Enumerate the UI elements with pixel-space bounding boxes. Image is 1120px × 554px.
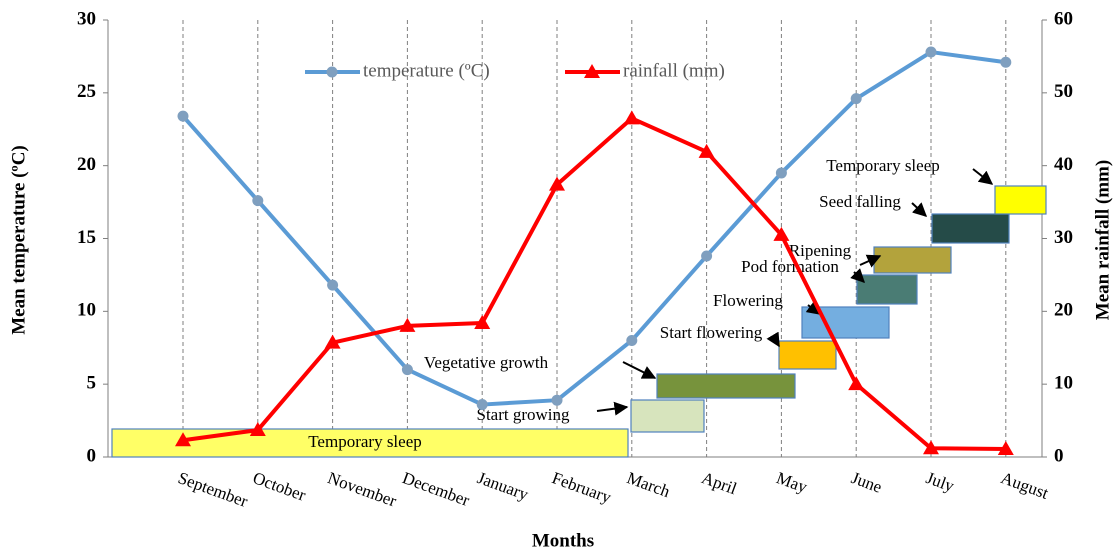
- stage-label: Pod formation: [741, 257, 839, 276]
- series-line: [182, 116, 1006, 451]
- x-tick-label: April: [699, 468, 739, 498]
- series-marker: [626, 334, 638, 346]
- y-tick-label: 5: [87, 373, 97, 394]
- x-tick-label: January: [475, 468, 532, 504]
- y-tick-label: 0: [87, 445, 97, 466]
- stage-label: Start growing: [476, 405, 570, 424]
- y-tick-label: 20: [77, 154, 96, 175]
- y-tick-label: 30: [77, 8, 96, 29]
- x-tick-label: October: [250, 468, 308, 505]
- x-tick-label: August: [998, 468, 1051, 503]
- series-marker: [401, 364, 413, 376]
- series-marker: [551, 394, 563, 406]
- stage-label: Start flowering: [660, 323, 763, 342]
- x-tick-label: June: [849, 468, 885, 497]
- series-marker: [997, 440, 1014, 455]
- legend-marker: [584, 64, 600, 78]
- stage-label: Temporary sleep: [826, 156, 940, 175]
- x-axis-title: Months: [532, 530, 594, 551]
- series-marker: [848, 376, 865, 391]
- series-marker: [623, 110, 640, 125]
- series-marker: [175, 432, 191, 447]
- x-tick-label: November: [325, 468, 399, 511]
- series-marker: [701, 250, 713, 262]
- series-marker: [324, 334, 341, 349]
- series-marker: [775, 167, 787, 179]
- stage-label: Vegetative growth: [424, 353, 549, 372]
- stage-arrow: [972, 168, 994, 185]
- series-marker: [850, 93, 862, 105]
- stage-box: [873, 246, 952, 274]
- stage-label: Flowering: [713, 291, 783, 310]
- series-marker: [773, 226, 790, 241]
- stage-box: [994, 185, 1047, 215]
- series-marker: [327, 279, 339, 291]
- x-tick-label: February: [550, 468, 615, 507]
- series-marker: [474, 314, 491, 329]
- legend-label: temperature (ºC): [363, 60, 490, 81]
- y2-tick-label: 10: [1054, 373, 1073, 394]
- series-marker: [252, 195, 264, 207]
- stage-arrow: [622, 361, 657, 379]
- y2-tick-label: 20: [1054, 300, 1073, 321]
- y2-tick-label: 50: [1054, 81, 1073, 102]
- y2-tick-label: 40: [1054, 154, 1073, 175]
- stage-box: [630, 399, 705, 433]
- legend-marker: [326, 66, 338, 78]
- stage-label: Temporary sleep: [308, 432, 422, 451]
- x-tick-label: May: [774, 468, 810, 497]
- series-marker: [476, 399, 488, 411]
- series-line: [181, 50, 1007, 407]
- x-tick-label: September: [176, 468, 251, 511]
- series-marker: [177, 110, 189, 122]
- x-tick-label: March: [624, 468, 673, 501]
- series-marker: [1000, 56, 1012, 68]
- y2-axis-title: Mean rainfall (mm): [1092, 160, 1113, 320]
- stage-arrow: [911, 202, 928, 217]
- y-tick-label: 10: [77, 300, 96, 321]
- stage-box: [778, 340, 837, 370]
- y2-tick-label: 60: [1054, 8, 1073, 29]
- stage-arrow: [805, 300, 822, 315]
- y-axis-title: Mean temperature (ºC): [8, 145, 29, 335]
- series-marker: [923, 440, 939, 455]
- y2-tick-label: 30: [1054, 227, 1073, 248]
- stage-box: [801, 306, 890, 339]
- stage-label: Ripening: [789, 241, 852, 260]
- stage-box: [656, 373, 796, 399]
- y-tick-label: 25: [77, 81, 96, 102]
- stage-arrow: [850, 268, 865, 283]
- series-marker: [249, 422, 266, 437]
- stage-box: [931, 213, 1010, 244]
- series-marker: [399, 317, 416, 332]
- y-tick-label: 15: [77, 227, 96, 248]
- stage-arrow: [596, 401, 629, 416]
- x-tick-label: July: [924, 468, 958, 496]
- stage-arrow: [859, 254, 882, 268]
- stage-label: Seed falling: [819, 192, 901, 211]
- x-tick-label: December: [400, 468, 472, 510]
- stage-box: [856, 274, 918, 305]
- stage-arrow: [766, 331, 780, 348]
- series-marker: [925, 46, 937, 58]
- y2-tick-label: 0: [1054, 445, 1064, 466]
- series-marker: [549, 176, 565, 191]
- series-marker: [698, 143, 715, 158]
- stage-box: [111, 428, 629, 458]
- legend-label: rainfall (mm): [623, 60, 725, 81]
